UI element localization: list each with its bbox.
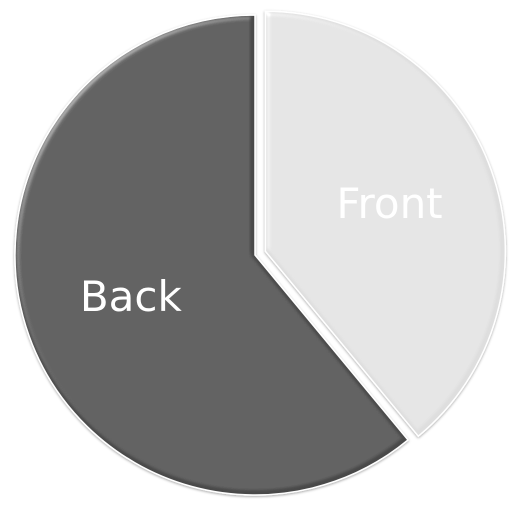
pie-slice-front (264, 10, 507, 438)
pie-slice-back (14, 14, 410, 496)
slice-label-back: Back (80, 272, 183, 321)
slices-layer (14, 10, 507, 496)
labels-layer: Front Back (80, 179, 443, 321)
slice-label-front: Front (336, 179, 442, 228)
